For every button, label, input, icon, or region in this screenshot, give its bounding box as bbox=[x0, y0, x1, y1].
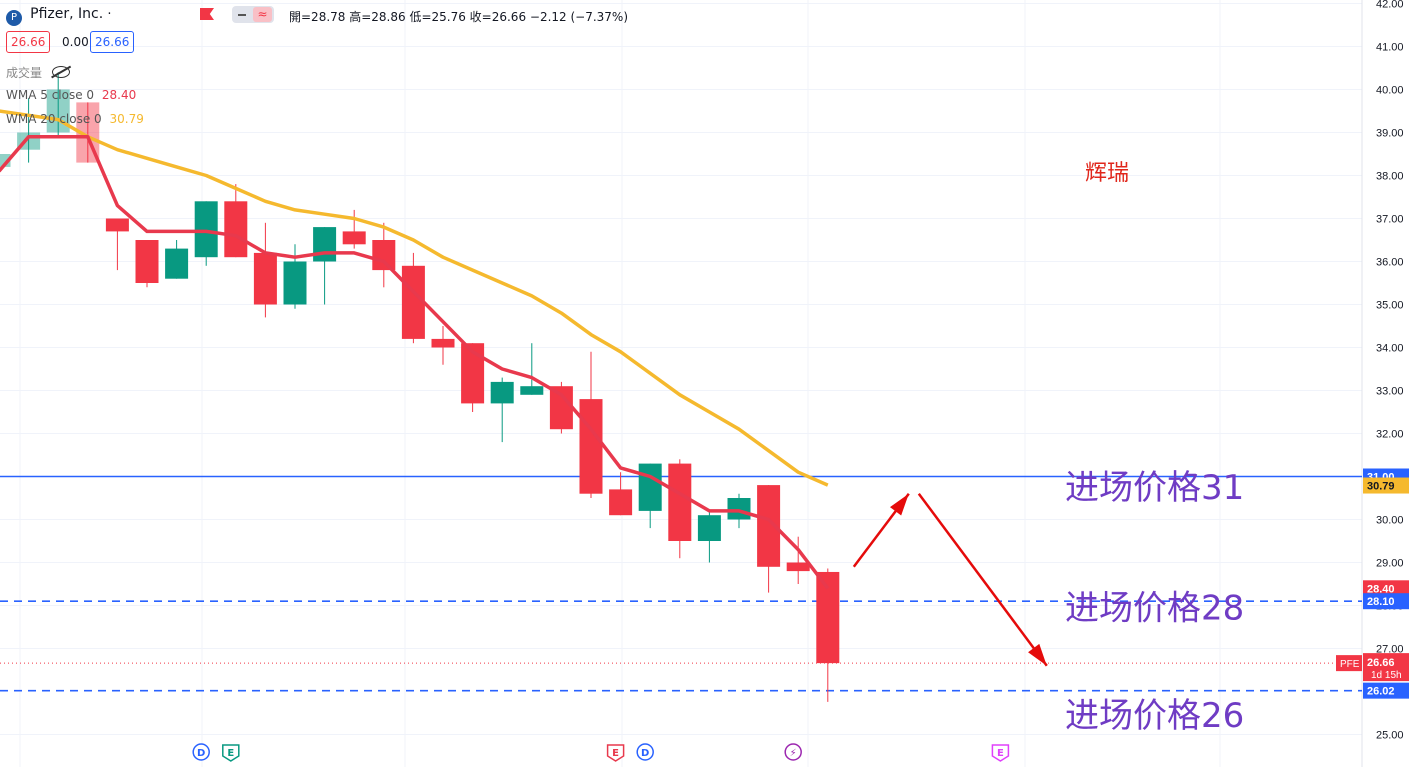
candle-body[interactable] bbox=[135, 240, 159, 283]
volume-indicator[interactable]: 成交量 bbox=[6, 64, 71, 81]
earnings-marker-icon[interactable] bbox=[222, 744, 240, 762]
candle-body[interactable] bbox=[757, 485, 781, 567]
price-annotation[interactable]: 进场价格31 bbox=[1065, 468, 1244, 508]
candle-body[interactable] bbox=[461, 343, 485, 404]
candle-body[interactable] bbox=[194, 201, 218, 258]
y-tick-label: 33.00 bbox=[1376, 386, 1404, 398]
price-annotation[interactable]: 进场价格28 bbox=[1065, 589, 1244, 629]
candle-body[interactable] bbox=[490, 381, 514, 404]
y-tick-label: 29.00 bbox=[1376, 558, 1404, 570]
candle-body[interactable] bbox=[224, 201, 248, 258]
earnings-marker-label: E bbox=[227, 748, 234, 759]
bid-price[interactable]: 26.66 bbox=[6, 31, 51, 53]
symbol-name[interactable]: Pfizer, Inc. bbox=[30, 6, 104, 22]
y-tick-label: 35.00 bbox=[1376, 300, 1404, 312]
split-marker-icon[interactable] bbox=[784, 743, 802, 761]
candle-body[interactable] bbox=[253, 252, 277, 305]
wma5-legend[interactable]: WMA 5 close 0 28.40 bbox=[6, 88, 136, 102]
y-tick-label: 34.00 bbox=[1376, 343, 1404, 355]
wma20-line[interactable] bbox=[0, 109, 829, 487]
bar-countdown: 1d 15h bbox=[1371, 670, 1402, 681]
candle-body[interactable] bbox=[342, 231, 366, 245]
candle-body[interactable] bbox=[727, 498, 751, 520]
candle-body[interactable] bbox=[668, 463, 692, 541]
wave-icon: ≈ bbox=[253, 7, 272, 22]
wma20-tag-bg bbox=[1363, 477, 1409, 494]
arrow-head bbox=[889, 493, 909, 516]
compare-toggle[interactable]: ≈ bbox=[232, 6, 274, 23]
eye-off-icon[interactable] bbox=[50, 65, 71, 78]
y-tick-label: 39.00 bbox=[1376, 128, 1404, 140]
candle-body[interactable] bbox=[372, 240, 396, 271]
trend-arrow[interactable] bbox=[852, 492, 910, 568]
wma5-value: 28.40 bbox=[101, 88, 137, 102]
y-tick-label: 32.00 bbox=[1376, 429, 1404, 441]
candle-body[interactable] bbox=[638, 463, 662, 511]
candle-body[interactable] bbox=[697, 515, 721, 541]
pfizer-logo-icon: P bbox=[6, 10, 22, 26]
minus-icon bbox=[238, 14, 246, 16]
wma5-tag: 28.40 bbox=[1367, 583, 1395, 595]
wma20-value: 30.79 bbox=[109, 112, 144, 126]
wma5-tag-bg bbox=[1363, 580, 1409, 597]
hline-tag-28-bg bbox=[1363, 593, 1409, 610]
arrow-head bbox=[1028, 643, 1047, 666]
price-axis[interactable] bbox=[1362, 0, 1420, 767]
dividend-marker-icon[interactable] bbox=[636, 743, 654, 761]
trend-arrow[interactable] bbox=[917, 492, 1048, 667]
flag-icon[interactable] bbox=[200, 8, 214, 20]
split-marker-label: ⚡ bbox=[790, 748, 797, 759]
y-tick-label: 42.00 bbox=[1376, 0, 1404, 11]
y-tick-label: 36.00 bbox=[1376, 257, 1404, 269]
earnings-marker-label: E bbox=[612, 748, 619, 759]
candle-body[interactable] bbox=[165, 248, 189, 279]
spread-value: 0.00 bbox=[62, 35, 89, 49]
candle-body[interactable] bbox=[431, 338, 455, 348]
candle-body[interactable] bbox=[609, 489, 633, 516]
hline-tag-28: 28.10 bbox=[1367, 596, 1395, 608]
wma5-label: WMA 5 close 0 bbox=[6, 88, 95, 102]
candle-body[interactable] bbox=[520, 386, 544, 395]
hline-tag-26-bg bbox=[1363, 682, 1409, 699]
wma5-line[interactable] bbox=[0, 135, 830, 590]
dividend-marker-label: D bbox=[197, 748, 205, 759]
candle-body[interactable] bbox=[549, 386, 573, 430]
ask-price[interactable]: 26.66 bbox=[90, 31, 135, 53]
candle-body[interactable] bbox=[786, 562, 810, 572]
symbol-row[interactable]: P Pfizer, Inc. · bbox=[6, 6, 111, 26]
wma20-label: WMA 20 close 0 bbox=[6, 112, 102, 126]
price-annotation[interactable]: 进场价格26 bbox=[1065, 696, 1244, 736]
earnings-marker-icon[interactable] bbox=[991, 744, 1010, 762]
symbol-tag-bg bbox=[1336, 655, 1362, 672]
candle-body[interactable] bbox=[0, 154, 11, 167]
wma20-tag: 30.79 bbox=[1367, 481, 1395, 493]
symbol-dot: · bbox=[107, 7, 112, 22]
candle-body[interactable] bbox=[816, 571, 840, 664]
volume-label: 成交量 bbox=[6, 66, 43, 80]
y-tick-label: 40.00 bbox=[1376, 85, 1404, 97]
ohlc-readout: 開=28.78 高=28.86 低=25.76 收=26.66 −2.12 (−… bbox=[289, 10, 629, 24]
candle-body[interactable] bbox=[283, 261, 307, 305]
y-tick-label: 38.00 bbox=[1376, 171, 1404, 183]
last-price-tag: 26.66 bbox=[1367, 657, 1395, 669]
y-tick-label: 27.00 bbox=[1376, 644, 1404, 656]
earnings-marker-icon[interactable] bbox=[606, 744, 625, 762]
earnings-marker-label: E bbox=[997, 748, 1004, 759]
candle-body[interactable] bbox=[579, 399, 603, 494]
y-tick-label: 30.00 bbox=[1376, 515, 1404, 527]
last-price-tag-bg bbox=[1363, 653, 1409, 682]
dividend-marker-icon[interactable] bbox=[192, 743, 210, 761]
candle-body[interactable] bbox=[105, 218, 129, 232]
company-label[interactable]: 辉瑞 bbox=[1085, 161, 1129, 186]
y-tick-label: 25.00 bbox=[1376, 730, 1404, 742]
symbol-tag: PFE bbox=[1340, 659, 1360, 670]
y-tick-label: 37.00 bbox=[1376, 214, 1404, 226]
dividend-marker-label: D bbox=[641, 748, 649, 759]
candle-body[interactable] bbox=[313, 227, 337, 262]
y-tick-label: 41.00 bbox=[1376, 42, 1404, 54]
wma20-legend[interactable]: WMA 20 close 0 30.79 bbox=[6, 112, 144, 126]
candle-body[interactable] bbox=[401, 265, 425, 339]
hline-tag-26: 26.02 bbox=[1367, 686, 1395, 698]
